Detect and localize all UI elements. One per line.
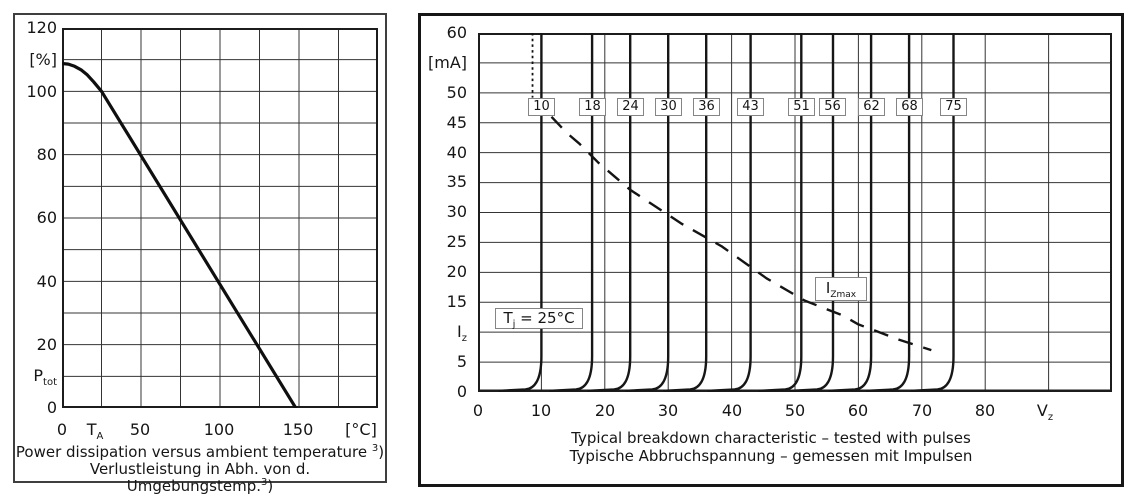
iz-letter: I: [457, 322, 462, 341]
footnote-ref: 3: [261, 477, 268, 488]
right-x-tick-50: 50: [784, 401, 806, 420]
right-x-tick-0: 0: [472, 401, 484, 420]
right-x-tick-80: 80: [974, 401, 996, 420]
left-y-tick-0: 0: [46, 398, 57, 417]
ptot-letter: P: [33, 366, 44, 385]
zener-curve-75v: [910, 33, 955, 392]
vz-label-box-62: 62: [858, 98, 885, 116]
left-x-unit-celsius: [°C]: [345, 420, 377, 439]
right-x-tick-10: 10: [530, 401, 552, 420]
breakdown-characteristic-panel: 60 [mA] 50 45 40 35 30 25 20 15 Iz 5 0 0…: [418, 13, 1124, 487]
vz-label-box-51: 51: [788, 98, 815, 116]
right-caption-de: Typische Abbruchspannung – gemessen mit …: [569, 447, 973, 465]
left-caption-de: Verlustleistung in Abh. von d. Umgebungs…: [89, 460, 311, 495]
left-x-tick-100: 100: [203, 420, 235, 439]
power-derating-panel: 120 [%] 100 80 60 40 20 Ptot 0 0 TA 50 1…: [13, 13, 387, 495]
vz-label-box-56: 56: [819, 98, 846, 116]
zener-curve-68v: [865, 33, 911, 392]
iz-subscript: z: [461, 333, 467, 344]
zener-curve-36v: [663, 33, 708, 392]
tj-value: = 25°C: [515, 309, 575, 327]
left-x-axis-symbol-ta: TA: [73, 420, 117, 442]
breakdown-plot: [478, 33, 1112, 392]
left-y-tick-100: 100: [26, 82, 57, 101]
right-caption-en: Typical breakdown characteristic – teste…: [571, 429, 971, 447]
left-caption: Power dissipation versus ambient tempera…: [15, 444, 385, 495]
right-y-tick-60: 60: [446, 23, 467, 42]
right-y-tick-50: 50: [446, 83, 467, 102]
right-y-unit-ma: [mA]: [427, 53, 467, 72]
vz-label-box-30: 30: [655, 98, 682, 116]
right-y-tick-15: 15: [446, 292, 467, 311]
zener-curve-43v: [707, 33, 752, 392]
left-x-tick-50: 50: [129, 420, 151, 439]
right-y-tick-20: 20: [446, 262, 467, 281]
vz-letter: V: [1036, 401, 1048, 420]
vz-label-box-43: 43: [737, 98, 764, 116]
footnote-ref: 3: [371, 443, 379, 454]
zener-curve-10v: [498, 33, 543, 392]
right-x-tick-60: 60: [847, 401, 869, 420]
vz-label-box-24: 24: [617, 98, 644, 116]
ta-letter: T: [86, 420, 97, 439]
right-y-axis-symbol-iz: Iz: [423, 322, 467, 344]
left-x-tick-0: 0: [56, 420, 68, 439]
left-y-tick-80: 80: [36, 145, 57, 164]
vz-label-box-18: 18: [579, 98, 606, 116]
vz-label-box-36: 36: [693, 98, 720, 116]
left-y-axis-symbol-ptot: Ptot: [17, 366, 57, 388]
tj-annotation-box: Tj = 25°C: [495, 308, 583, 330]
right-x-tick-40: 40: [721, 401, 743, 420]
vz-subscript: z: [1047, 412, 1054, 423]
left-y-tick-60: 60: [36, 208, 57, 227]
left-x-tick-150: 150: [282, 420, 314, 439]
tj-subscript: j: [512, 319, 516, 330]
zener-curve-51v: [758, 33, 803, 392]
left-y-tick-20: 20: [36, 335, 57, 354]
left-y-tick-120: 120: [26, 18, 57, 37]
right-y-tick-0: 0: [456, 382, 467, 401]
izmax-curve: [550, 115, 932, 352]
tj-letter: T: [503, 309, 513, 327]
right-caption: Typical breakdown characteristic – teste…: [421, 429, 1121, 465]
zener-curve-18v: [548, 33, 594, 392]
right-x-tick-30: 30: [657, 401, 679, 420]
zener-curve-56v: [789, 33, 835, 392]
right-y-tick-25: 25: [446, 232, 467, 251]
right-y-tick-30: 30: [446, 202, 467, 221]
right-y-tick-45: 45: [446, 113, 467, 132]
vz-label-box-68: 68: [896, 98, 923, 116]
right-x-axis-symbol-vz: Vz: [1023, 401, 1067, 423]
right-x-tick-20: 20: [594, 401, 616, 420]
ptot-subscript: tot: [43, 377, 57, 388]
izmax-letter: I: [825, 279, 831, 297]
right-y-tick-5: 5: [456, 352, 467, 371]
ta-subscript: A: [96, 431, 104, 442]
left-y-unit-percent: [%]: [29, 50, 57, 69]
zener-curve-62v: [827, 33, 873, 392]
left-y-tick-40: 40: [36, 272, 57, 291]
izmax-subscript: Zmax: [830, 290, 857, 300]
right-y-tick-40: 40: [446, 143, 467, 162]
izmax-annotation-box: IZmax: [815, 277, 867, 301]
vz-label-box-10: 10: [528, 98, 555, 116]
derating-curve: [62, 61, 298, 408]
left-caption-en: Power dissipation versus ambient tempera…: [15, 443, 385, 461]
zener-curve-24v: [587, 33, 632, 392]
right-y-tick-35: 35: [446, 172, 467, 191]
plot-frame: [62, 28, 378, 408]
vz-label-box-75: 75: [940, 98, 967, 116]
zener-curve-30v: [625, 33, 670, 392]
power-derating-plot: [62, 28, 378, 408]
right-x-tick-70: 70: [911, 401, 933, 420]
